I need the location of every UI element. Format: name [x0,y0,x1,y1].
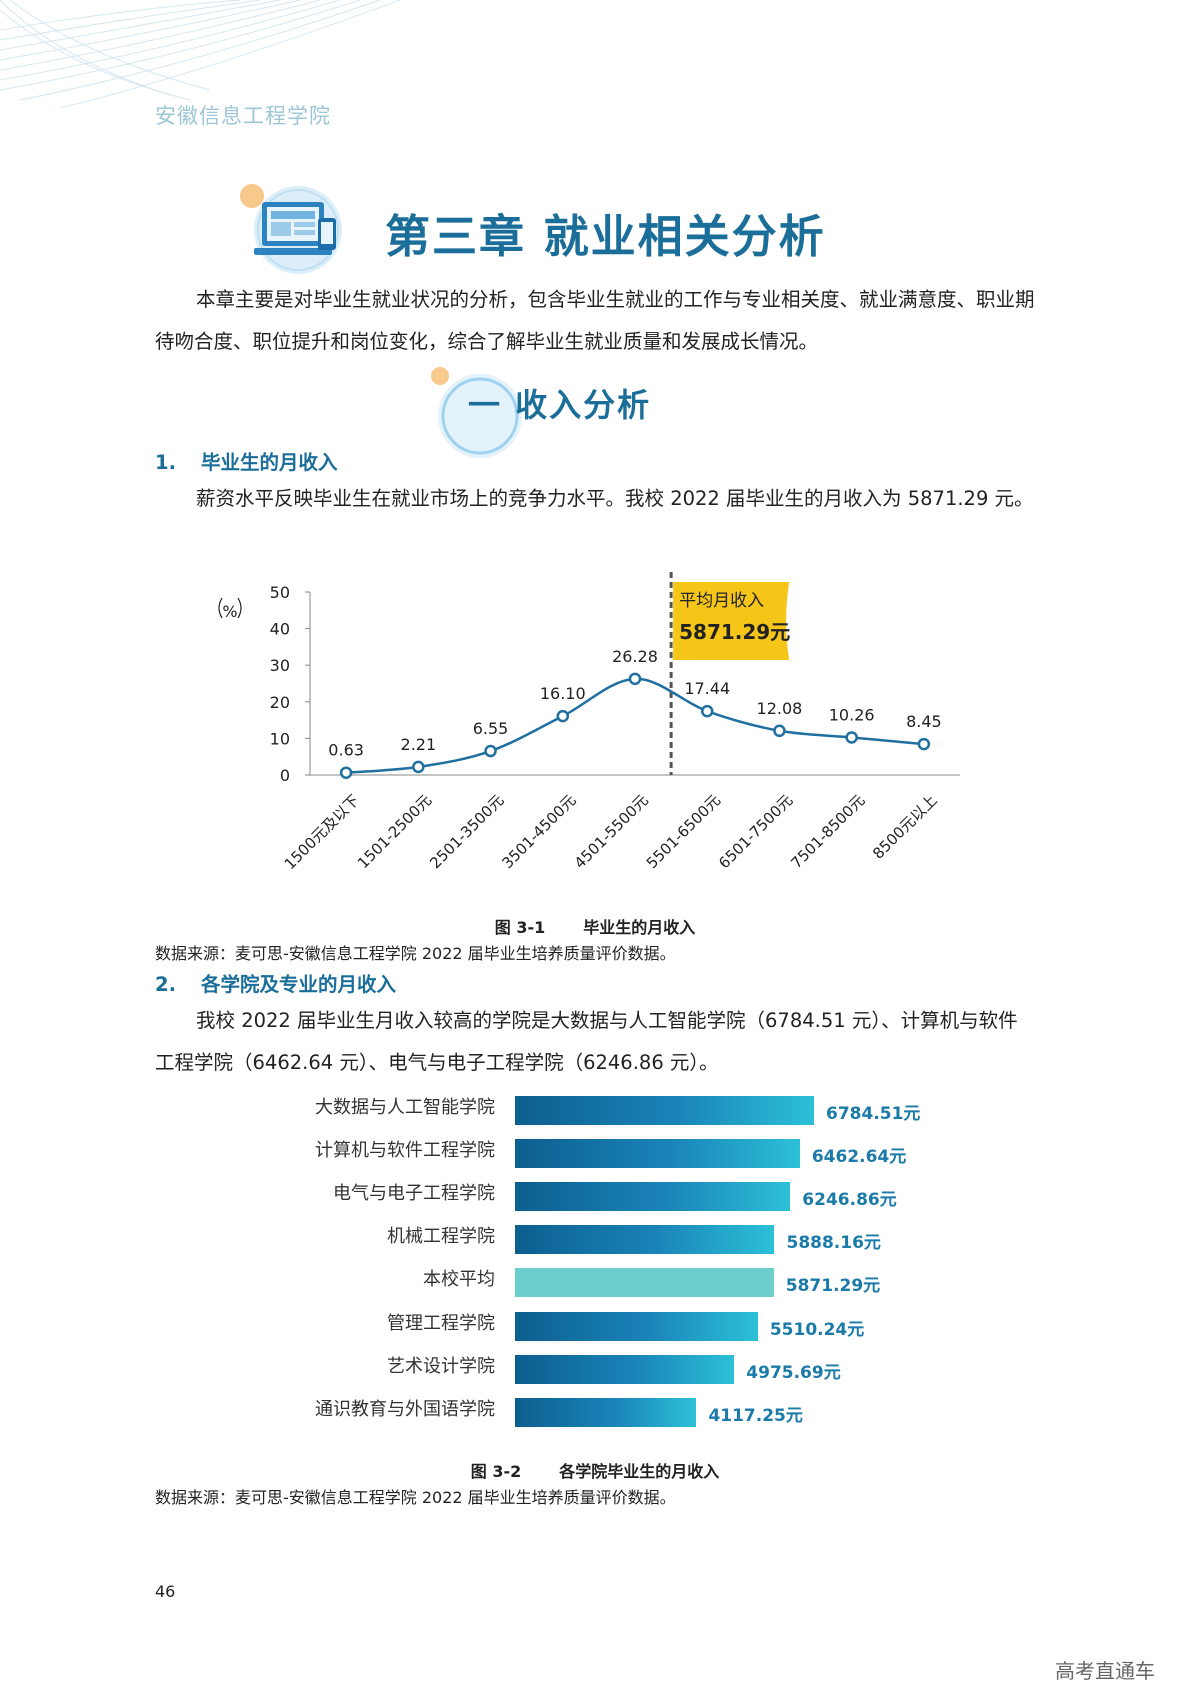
x-tick-label: 3501-4500元 [498,791,579,872]
x-tick-label: 1500元及以下 [281,791,363,873]
college-income-paragraph: 我校 2022 届毕业生月收入较高的学院是大数据与人工智能学院（6784.51 … [155,1009,1018,1074]
subheading-text: 各学院及专业的月收入 [201,973,397,996]
data-point [917,737,931,751]
bar-category-label: 本校平均 [423,1269,495,1291]
computer-monitor-icon [240,184,342,274]
income-bar [515,1096,814,1125]
bar-category-label: 通识教育与外国语学院 [315,1398,495,1420]
bar-value-label: 5888.16元 [786,1233,881,1254]
chapter-title: 第三章 就业相关分析 [385,210,826,263]
income-bar [515,1225,775,1255]
bar-category-label: 管理工程学院 [387,1312,495,1334]
data-label: 6.55 [473,719,509,738]
bar-value-label: 4117.25元 [708,1405,803,1426]
y-tick-label: 20 [270,693,290,712]
x-tick-label: 8500元以上 [869,791,941,863]
college-income-bar-chart: 大数据与人工智能学院 6784.51元计算机与软件工程学院 6462.64元电气与电… [0,1090,1190,1440]
monthly-income-line-chart: 0 10 20 30 40 50% 平均月收入 5871.29元 0.63 1500元及以下 2.2… [218,572,960,873]
bar-value-label: 5510.24元 [769,1319,865,1340]
bar-value-label: 6784.51元 [826,1104,921,1124]
x-tick-label: 4501-5500元 [571,791,652,872]
bar-value-label: 6462.64元 [811,1147,907,1168]
bar-value-label: 4975.69元 [746,1362,841,1383]
data-point [412,760,425,774]
figure-source-3-2: 数据来源：麦可思-安徽信息工程学院 2022 届毕业生培养质量评价数据。 [155,1488,676,1507]
figure-caption-3-2: 图 3-2 各学院毕业生的月收入 [0,1458,1190,1482]
y-axis-label-bracket [237,597,242,619]
data-label: 12.08 [757,699,803,718]
bar-category-label: 计算机与软件工程学院 [315,1140,495,1162]
subheading-number: 1. [155,451,176,474]
section-title: 一 收入分析 [468,386,652,424]
income-bar [515,1311,758,1341]
data-point [845,731,858,744]
subheading-monthly-income: 1. 毕业生的月收入 [155,446,338,475]
chapter-intro: 本章主要是对毕业生就业状况的分析，包含毕业生就业的工作与专业相关度、就业满意度、… [155,288,1035,353]
data-point [484,744,497,758]
bar-category-label: 大数据与人工智能学院 [315,1097,495,1118]
data-label: 0.63 [328,741,364,760]
income-paragraph: 薪资水平反映毕业生在就业市场上的竞争力水平。我校 2022 届毕业生的月收入为 … [196,487,1034,510]
figure-source-3-1: 数据来源：麦可思-安徽信息工程学院 2022 届毕业生培养质量评价数据。 [155,944,676,963]
x-tick-label: 6501-7500元 [715,791,796,872]
income-series-line [346,677,925,774]
figure-caption-3-1: 图 3-1 毕业生的月收入 [0,914,1190,938]
x-tick-label: 7501-8500元 [787,791,868,872]
average-flag-label: 平均月收入 [679,591,764,611]
figure-title: 毕业生的月收入 [583,918,696,937]
income-bar [515,1182,791,1212]
data-point [339,766,353,779]
y-tick-label: 50 [270,583,290,602]
data-point [700,704,714,718]
data-point [628,672,642,686]
decorative-swirl [0,0,401,109]
data-label: 2.21 [401,735,437,754]
data-label: 8.45 [906,712,942,731]
subheading-text: 毕业生的月收入 [201,451,338,474]
y-axis-label: % [222,602,237,621]
y-tick-label: 10 [270,729,290,748]
average-flag [673,582,790,660]
subheading-number: 2. [155,973,176,996]
bar-value-label: 6246.86元 [802,1190,897,1211]
bar-category-label: 机械工程学院 [387,1226,495,1248]
average-flag-value: 5871.29元 [679,620,790,644]
data-label: 17.44 [684,679,730,698]
subheading-college-income: 2. 各学院及专业的月收入 [155,968,396,997]
y-tick-label: 0 [280,766,290,785]
bar-value-label: 5871.29元 [785,1276,881,1297]
x-tick-label: 1501-2500元 [354,791,435,872]
income-bar [515,1268,774,1298]
data-label: 16.10 [540,684,586,703]
bar-category-label: 电气与电子工程学院 [333,1183,495,1205]
section-badge-icon [431,367,522,458]
data-label: 26.28 [612,647,658,666]
x-tick-label: 5501-6500元 [643,791,724,872]
data-point [773,724,786,738]
y-axis-label-bracket [218,597,223,619]
income-bar [515,1397,697,1427]
page-number: 46 [155,1582,176,1601]
y-tick-label: 40 [270,620,290,639]
bar-category-label: 艺术设计学院 [387,1355,495,1377]
figure-title: 各学院毕业生的月收入 [559,1462,720,1481]
income-bar [515,1139,800,1169]
income-bar [515,1354,735,1384]
school-header: 安徽信息工程学院 [155,104,331,128]
figure-number: 图 3-1 [494,918,546,937]
x-tick-label: 2501-3500元 [426,791,507,872]
y-tick-label: 30 [270,656,290,675]
data-label: 10.26 [829,705,875,724]
figure-number: 图 3-2 [470,1462,522,1481]
watermark: 高考直通车 [1055,1659,1155,1683]
data-point [556,709,570,723]
